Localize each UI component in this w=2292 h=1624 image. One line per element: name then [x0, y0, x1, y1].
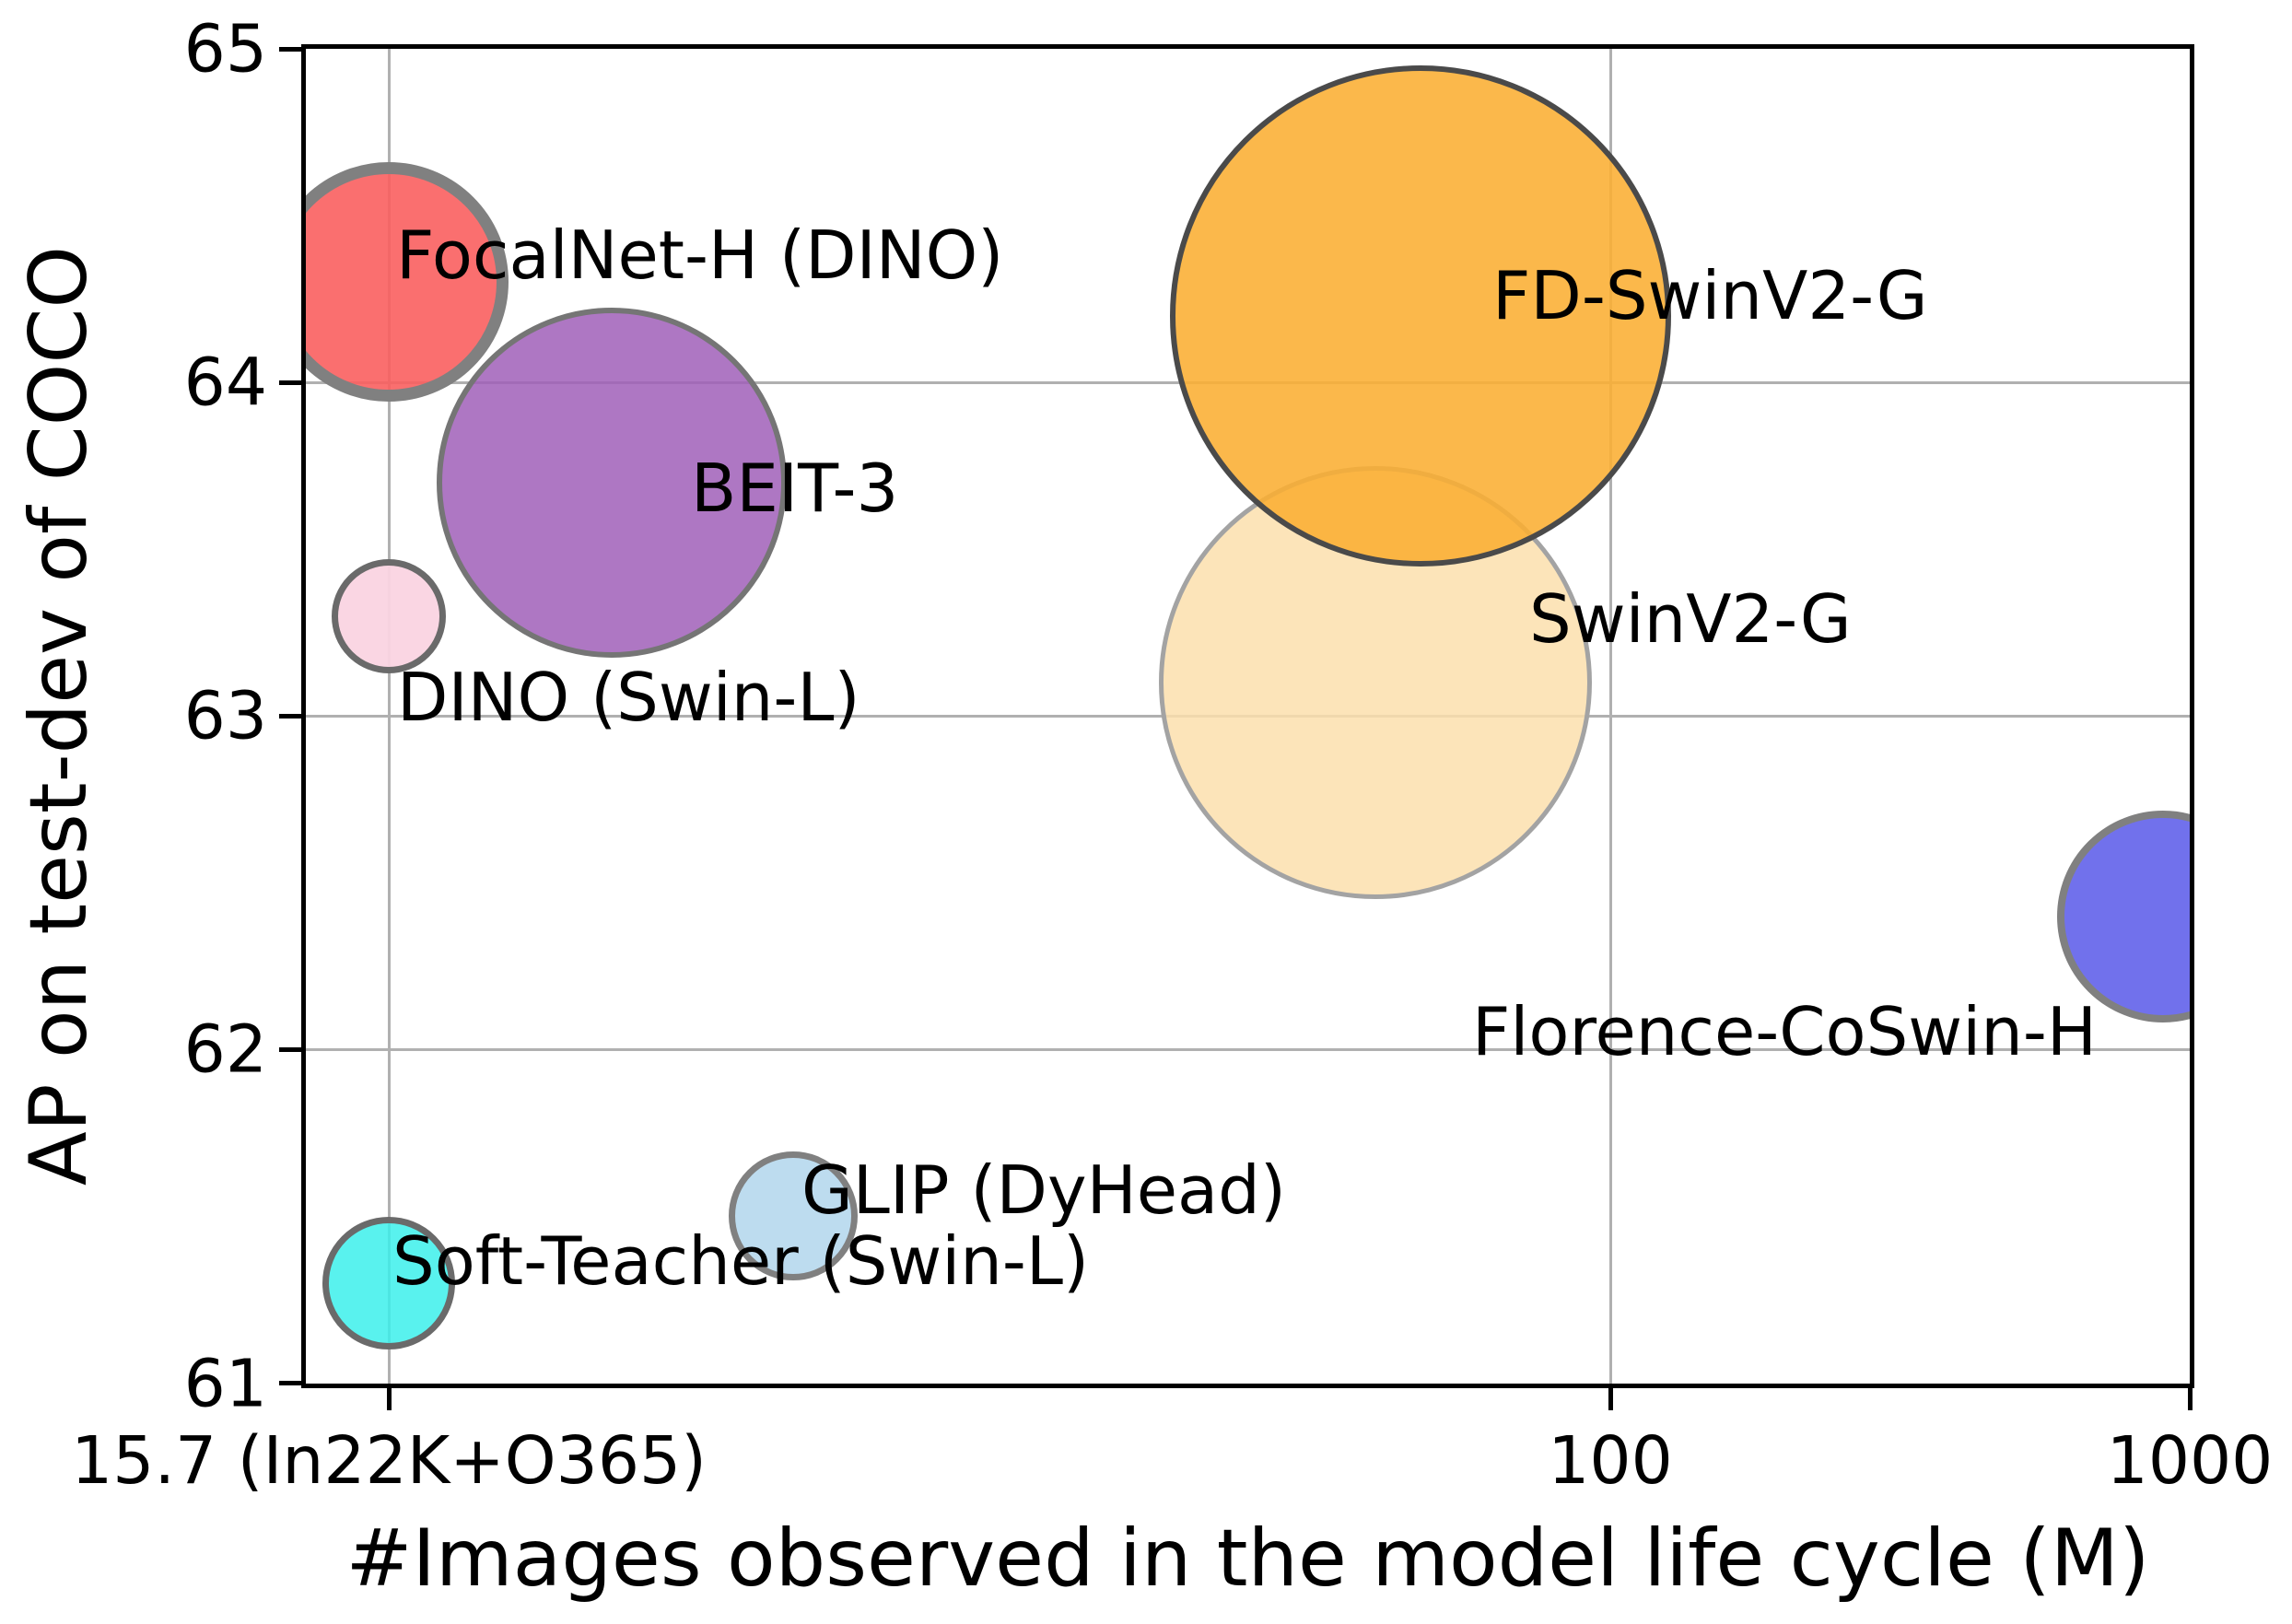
y-gridline — [306, 1047, 2190, 1051]
y-tick-mark — [279, 1046, 303, 1052]
data-bubble-dino-swin-l- — [332, 558, 446, 673]
data-bubble-soft-teacher-swin-l- — [322, 1216, 455, 1349]
y-tick-label: 63 — [183, 677, 267, 754]
data-bubble-beit-3 — [436, 307, 787, 658]
data-bubble-focalnet-h-dino- — [306, 162, 509, 403]
y-tick-mark — [279, 380, 303, 385]
point-label-focalnet-h-dino-: FocalNet-H (DINO) — [396, 216, 1004, 294]
plot-area — [306, 49, 2190, 1384]
x-tick-label: 1000 — [2106, 1421, 2274, 1499]
y-tick-mark — [279, 46, 303, 52]
data-bubble-fd-swinv2-g — [1169, 64, 1671, 567]
data-bubble-florence-coswin-h — [2057, 810, 2190, 1022]
x-tick-mark — [1608, 1385, 1613, 1410]
y-tick-label: 65 — [183, 10, 267, 88]
y-tick-label: 61 — [183, 1345, 267, 1421]
point-label-dino-swin-l-: DINO (Swin-L) — [397, 659, 860, 736]
x-axis-label: #Images observed in the model life cycle… — [345, 1513, 2150, 1605]
y-tick-label: 62 — [183, 1011, 267, 1088]
x-tick-label: 100 — [1548, 1421, 1673, 1499]
point-label-glip-dyhead-: GLIP (DyHead) — [801, 1151, 1286, 1229]
y-tick-label: 64 — [183, 344, 267, 421]
y-tick-mark — [279, 1381, 303, 1385]
point-label-soft-teacher-swin-l-: Soft-Teacher (Swin-L) — [392, 1222, 1090, 1300]
point-label-florence-coswin-h: Florence-CoSwin-H — [1472, 993, 2097, 1070]
y-axis-label: AP on test-dev of COCO — [13, 246, 105, 1186]
data-bubble-glip-dyhead- — [729, 1151, 859, 1281]
point-label-fd-swinv2-g: FD-SwinV2-G — [1492, 257, 1928, 334]
x-tick-label: 15.7 (In22K+O365) — [71, 1421, 707, 1499]
x-tick-mark — [386, 1385, 392, 1410]
point-label-swinv2-g: SwinV2-G — [1529, 580, 1852, 658]
point-label-beit-3: BEIT-3 — [691, 450, 899, 527]
y-tick-mark — [279, 713, 303, 719]
x-tick-mark — [2187, 1385, 2193, 1410]
